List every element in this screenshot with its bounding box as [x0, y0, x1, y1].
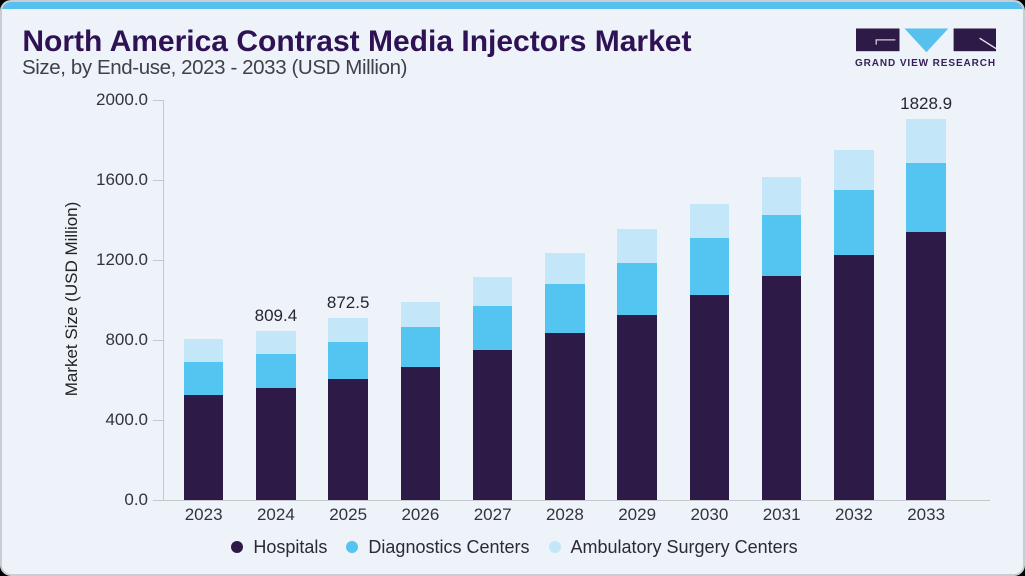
logo-r-block: [953, 28, 996, 52]
legend-dot-icon: [548, 541, 561, 553]
y-tick-label: 800.0: [105, 330, 148, 349]
logo-r-detail: [979, 37, 997, 50]
bar-segment-2033-hospitals: [906, 232, 946, 500]
top-accent-strip: [2, 2, 1023, 9]
bar-segment-2032-diagnostics-centers: [834, 189, 874, 256]
bar-segment-2030-diagnostics-centers: [689, 238, 730, 296]
bar-segment-2026-hospitals: [400, 367, 441, 500]
y-tick-mark: [152, 499, 163, 501]
bar-segment-2033-ambulatory-surgery-centers: [906, 119, 946, 163]
bar-segment-2023-ambulatory-surgery-centers: [183, 339, 224, 363]
x-tick-label-2032: 2032: [834, 505, 873, 524]
bar-2031: [761, 2, 802, 500]
x-tick-label-2024: 2024: [256, 505, 295, 524]
bar-2024: [256, 2, 296, 500]
bar-2032: [834, 2, 874, 500]
y-tick-label: 2000.0: [96, 90, 148, 109]
grand-view-research-logo: [856, 28, 997, 53]
x-tick-label-2028: 2028: [545, 505, 584, 524]
bar-segment-2026-diagnostics-centers: [400, 327, 441, 368]
chart-subtitle: Size, by End-use, 2023 - 2033 (USD Milli…: [22, 56, 408, 80]
y-tick-label: 1200.0: [96, 250, 148, 269]
bar-2026: [400, 2, 441, 500]
bar-total-label-2024: 809.4: [254, 305, 298, 325]
y-tick-mark: [152, 259, 163, 261]
legend-label: Hospitals: [253, 537, 328, 557]
y-axis-line: [163, 99, 164, 500]
bar-segment-2024-hospitals: [256, 388, 296, 500]
bar-2025: [328, 2, 368, 500]
bar-segment-2028-diagnostics-centers: [545, 283, 585, 333]
logo-v-triangle: [904, 28, 949, 53]
bar-total-label-2025: 872.5: [326, 292, 370, 312]
y-tick-mark: [152, 419, 163, 421]
x-tick-label-2025: 2025: [329, 505, 368, 524]
bar-segment-2029-ambulatory-surgery-centers: [617, 228, 657, 264]
bar-2029: [617, 2, 657, 500]
bar-2028: [545, 2, 585, 500]
bar-segment-2033-diagnostics-centers: [906, 162, 946, 232]
x-tick-label-2029: 2029: [618, 505, 657, 524]
y-tick-mark: [152, 339, 163, 341]
y-tick-mark: [152, 179, 163, 181]
x-tick-label-2023: 2023: [184, 505, 223, 524]
bar-segment-2030-hospitals: [689, 295, 730, 500]
legend-label: Diagnostics Centers: [368, 537, 530, 557]
chart-legend: Hospitals Diagnostics Centers Ambulatory S…: [2, 537, 1023, 557]
x-tick-label-2031: 2031: [762, 505, 801, 524]
bar-segment-2032-ambulatory-surgery-centers: [834, 150, 874, 190]
bar-segment-2029-hospitals: [617, 315, 657, 500]
legend-item-hospitals: Hospitals: [231, 538, 327, 556]
bar-segment-2031-hospitals: [761, 275, 802, 500]
legend-item-ambulatory-surgery-centers: Ambulatory Surgery Centers: [548, 537, 798, 557]
bar-segment-2026-ambulatory-surgery-centers: [400, 301, 441, 328]
logo-brand-text: GRAND VIEW RESEARCH: [855, 57, 996, 69]
bar-segment-2031-ambulatory-surgery-centers: [761, 177, 802, 215]
bar-segment-2027-diagnostics-centers: [472, 305, 513, 350]
bar-segment-2025-diagnostics-centers: [328, 341, 368, 379]
bar-segment-2027-ambulatory-surgery-centers: [472, 276, 513, 306]
legend-label: Ambulatory Surgery Centers: [570, 537, 798, 557]
bar-segment-2031-diagnostics-centers: [761, 214, 802, 276]
bar-segment-2024-diagnostics-centers: [256, 354, 296, 389]
bar-segment-2028-hospitals: [545, 332, 585, 500]
bar-segment-2023-hospitals: [183, 395, 224, 500]
x-tick-label-2030: 2030: [690, 505, 729, 524]
legend-item-diagnostics-centers: Diagnostics Centers: [346, 537, 530, 557]
x-tick-label-2033: 2033: [907, 505, 946, 524]
logo-g-detail: [875, 39, 896, 45]
legend-dot-icon: [346, 541, 359, 553]
x-axis-line: [152, 499, 990, 501]
bar-segment-2024-ambulatory-surgery-centers: [256, 331, 296, 355]
bar-segment-2025-hospitals: [328, 378, 368, 500]
bar-2023: [183, 2, 224, 500]
legend-dot-icon: [231, 541, 244, 553]
bar-2033: [906, 2, 946, 500]
y-tick-mark: [152, 99, 163, 101]
y-tick-label: 400.0: [105, 410, 148, 429]
bar-2030: [689, 2, 730, 500]
x-tick-label-2027: 2027: [473, 505, 512, 524]
bar-segment-2023-diagnostics-centers: [183, 362, 224, 396]
bar-segment-2027-hospitals: [472, 349, 513, 500]
y-tick-label: 0.0: [124, 490, 148, 509]
bar-total-label-2033: 1828.9: [900, 93, 953, 113]
bar-segment-2028-ambulatory-surgery-centers: [545, 252, 585, 284]
chart-title: North America Contrast Media Injectors M…: [22, 25, 692, 59]
bar-segment-2030-ambulatory-surgery-centers: [689, 203, 730, 239]
bar-segment-2029-diagnostics-centers: [617, 263, 657, 316]
bar-segment-2032-hospitals: [834, 255, 874, 500]
x-tick-label-2026: 2026: [401, 505, 440, 524]
bar-segment-2025-ambulatory-surgery-centers: [328, 318, 368, 342]
y-tick-label: 1600.0: [96, 170, 148, 189]
bar-2027: [472, 2, 513, 500]
